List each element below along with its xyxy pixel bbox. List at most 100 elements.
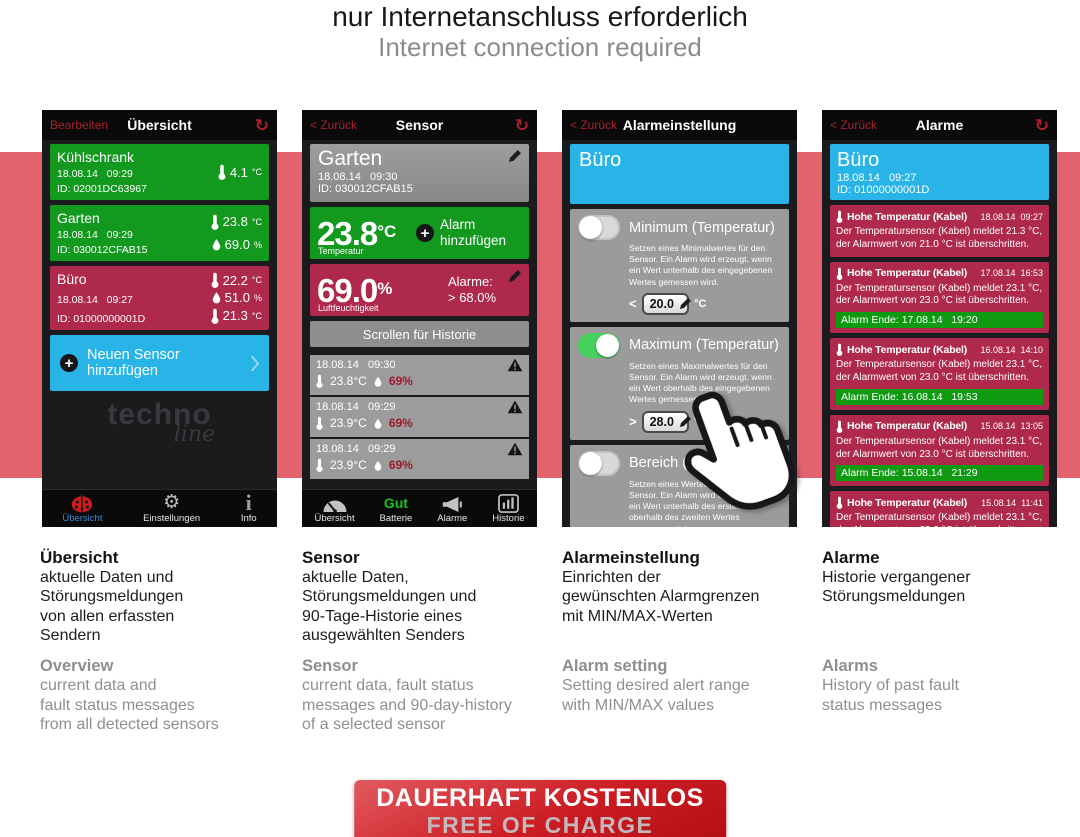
back-button[interactable]: < Zurück — [830, 118, 878, 132]
sensor-date: 18.08.14 09:29 — [57, 229, 133, 241]
edit-button[interactable]: Bearbeiten — [50, 118, 109, 132]
thermometer-icon — [211, 214, 219, 230]
alarm-threshold: > 68.0% — [448, 290, 497, 305]
history-row[interactable]: 18.08.14 09:30 23.8°C 69% — [310, 355, 529, 395]
temperature-value: 23.8 — [222, 214, 248, 230]
chevron-right-icon — [251, 355, 259, 372]
back-button[interactable]: < Zurück — [570, 118, 618, 132]
temperature-label: Temperatur — [318, 246, 364, 256]
maximum-description: Setzen eines Maximalwertes für den Senso… — [629, 360, 772, 405]
sensor-date: 18.08.14 09:27 — [837, 172, 917, 184]
navbar-title: Sensor — [395, 117, 444, 133]
back-button[interactable]: < Zurück — [310, 118, 358, 132]
gauge-icon — [322, 497, 348, 513]
thermometer-icon — [836, 496, 843, 509]
maximum-toggle[interactable] — [578, 332, 620, 358]
operator: < — [629, 296, 637, 312]
history-list: 18.08.14 09:30 23.8°C 69% 18.08.14 09:29 … — [310, 355, 529, 479]
temperature-unit: °C — [251, 167, 262, 177]
thermometer-icon — [836, 420, 843, 433]
minimum-value-input[interactable]: 20.0 — [641, 292, 692, 315]
info-icon: i — [245, 490, 252, 516]
warning-icon — [507, 400, 523, 414]
maximum-value-input[interactable]: 28.0 — [641, 410, 689, 433]
sensor-header-card: Garten 18.08.14 09:30 ID: 030012CFAB15 — [310, 144, 529, 202]
alarm-entry[interactable]: Hohe Temperatur (Kabel) 18.08.14 09:27 De… — [830, 205, 1049, 257]
tab-uebersicht[interactable]: Übersicht — [62, 493, 102, 524]
edit-pencil-icon — [679, 297, 692, 310]
navbar-alarm-setting: < Zurück Alarmeinstellung — [562, 110, 797, 140]
thermometer-icon — [836, 267, 843, 280]
history-scroll-header[interactable]: Scrollen für Historie — [310, 321, 529, 347]
sensor-card-garten[interactable]: Garten 18.08.14 09:29 ID: 030012CFAB15 2… — [50, 205, 269, 261]
gear-icon: ⚙ — [163, 492, 181, 514]
add-sensor-button[interactable]: + Neuen Sensor hinzufügen — [50, 335, 269, 391]
bar-chart-icon — [498, 494, 519, 513]
alarm-end-bar: Alarm Ende: 16.08.14 19:53 — [836, 388, 1043, 405]
history-row[interactable]: 18.08.14 09:29 23.9°C 69% — [310, 439, 529, 479]
caption-alarms: Alarme Historie vergangener Störungsmeld… — [822, 548, 971, 714]
sensor-date: 18.08.14 09:30 — [318, 171, 398, 183]
tabbar-overview: Übersicht ⚙ Einstellungen i Info — [42, 489, 277, 527]
alarm-entry[interactable]: Hohe Temperatur (Kabel) 16.08.14 14:10 De… — [830, 338, 1049, 410]
range-description: Setzen eines Wertebereichs für den Senso… — [629, 478, 772, 527]
phone-overview-screen: Bearbeiten Übersicht ↻ Kühlschrank 18.08… — [42, 110, 277, 527]
humidity-icon — [212, 238, 221, 251]
battery-status-good: Gut — [383, 495, 408, 512]
sensor-date: 18.08.14 09:27 — [57, 294, 133, 306]
phone-alarm-setting-screen: < Zurück Alarmeinstellung Büro Minimum (… — [562, 110, 797, 527]
range-toggle[interactable] — [578, 450, 620, 476]
tab-batterie[interactable]: Gut Batterie — [379, 495, 413, 525]
tab-alarme[interactable]: Alarme — [437, 493, 467, 524]
alarm-end-bar: Alarm Ende: 17.08.14 19:20 — [836, 312, 1043, 329]
warning-icon — [507, 442, 523, 456]
edit-pencil-icon[interactable] — [508, 149, 522, 163]
thermometer-icon — [316, 374, 323, 388]
sensor-header-card: Büro 18.08.14 09:27 ID: 01000000001D — [830, 144, 1049, 200]
sensor-id: ID: 030012CFAB15 — [57, 244, 148, 256]
tab-info[interactable]: i Info — [240, 490, 257, 525]
tab-einstellungen[interactable]: ⚙ Einstellungen — [143, 492, 201, 525]
alarm-entry[interactable]: Hohe Temperatur (Kabel) 15.08.14 13:05 De… — [830, 414, 1049, 487]
humidity-label: Luftfeuchtigkeit — [318, 303, 379, 313]
minimum-section: Minimum (Temperatur) Setzen eines Minima… — [570, 209, 789, 322]
thermometer-icon — [316, 416, 323, 430]
tabbar-sensor: Übersicht Gut Batterie Alarme Historie — [302, 489, 537, 527]
humidity-value: 69.0 — [224, 237, 250, 253]
navbar-overview: Bearbeiten Übersicht ↻ — [42, 110, 277, 140]
sensor-id: ID: 030012CFAB15 — [318, 183, 413, 195]
tab-uebersicht[interactable]: Übersicht — [314, 493, 355, 524]
refresh-icon[interactable]: ↻ — [514, 115, 529, 135]
minimum-toggle[interactable] — [578, 215, 620, 240]
humidity-big-value: 69.0 — [317, 271, 378, 309]
navbar-title: Alarme — [915, 117, 964, 133]
megaphone-icon — [441, 496, 463, 513]
humidity-icon — [212, 291, 221, 304]
technoline-watermark: techno line — [107, 398, 216, 448]
sensor-name: Büro — [837, 149, 880, 171]
tab-historie[interactable]: Historie — [492, 493, 525, 524]
refresh-icon[interactable]: ↻ — [1034, 115, 1049, 135]
add-sensor-label: Neuen Sensor hinzufügen — [87, 347, 180, 379]
alarm-entry[interactable]: Hohe Temperatur (Kabel) 15.08.14 11:41 De… — [830, 491, 1049, 527]
minimum-description: Setzen eines Minimalwertes für den Senso… — [629, 243, 773, 287]
sensor-card-buero[interactable]: Büro 18.08.14 09:27 ID: 01000000001D 22.… — [50, 266, 269, 330]
alarms-label: Alarme: — [448, 273, 493, 289]
plus-icon: + — [60, 354, 78, 372]
sensor-name-card: Büro — [570, 144, 789, 204]
add-alarm-button[interactable]: + Alarm hinzufügen — [416, 217, 522, 248]
humidity-icon — [374, 460, 382, 471]
edit-pencil-icon[interactable] — [508, 269, 522, 283]
sensor-card-kuehlschrank[interactable]: Kühlschrank 18.08.14 09:29 ID: 02001DC63… — [50, 144, 269, 200]
refresh-icon[interactable]: ↻ — [254, 115, 269, 135]
history-row[interactable]: 18.08.14 09:29 23.9°C 69% — [310, 397, 529, 437]
phone-alarms-screen: < Zurück Alarme ↻ Büro 18.08.14 09:27 ID… — [822, 110, 1057, 527]
maximum-title: Maximum (Temperatur) — [629, 337, 779, 354]
caption-overview: Übersicht aktuelle Daten und Störungsmel… — [40, 548, 219, 734]
ladybug-icon — [70, 492, 94, 513]
cable-thermometer-icon — [211, 308, 219, 324]
free-of-charge-banner: DAUERHAFT KOSTENLOS FREE OF CHARGE — [354, 780, 726, 837]
thermometer-icon — [211, 272, 219, 288]
alarm-entry[interactable]: Hohe Temperatur (Kabel) 17.08.14 16:53 De… — [830, 261, 1049, 334]
temperature-card: 23.8°C Temperatur + Alarm hinzufügen — [310, 207, 529, 259]
